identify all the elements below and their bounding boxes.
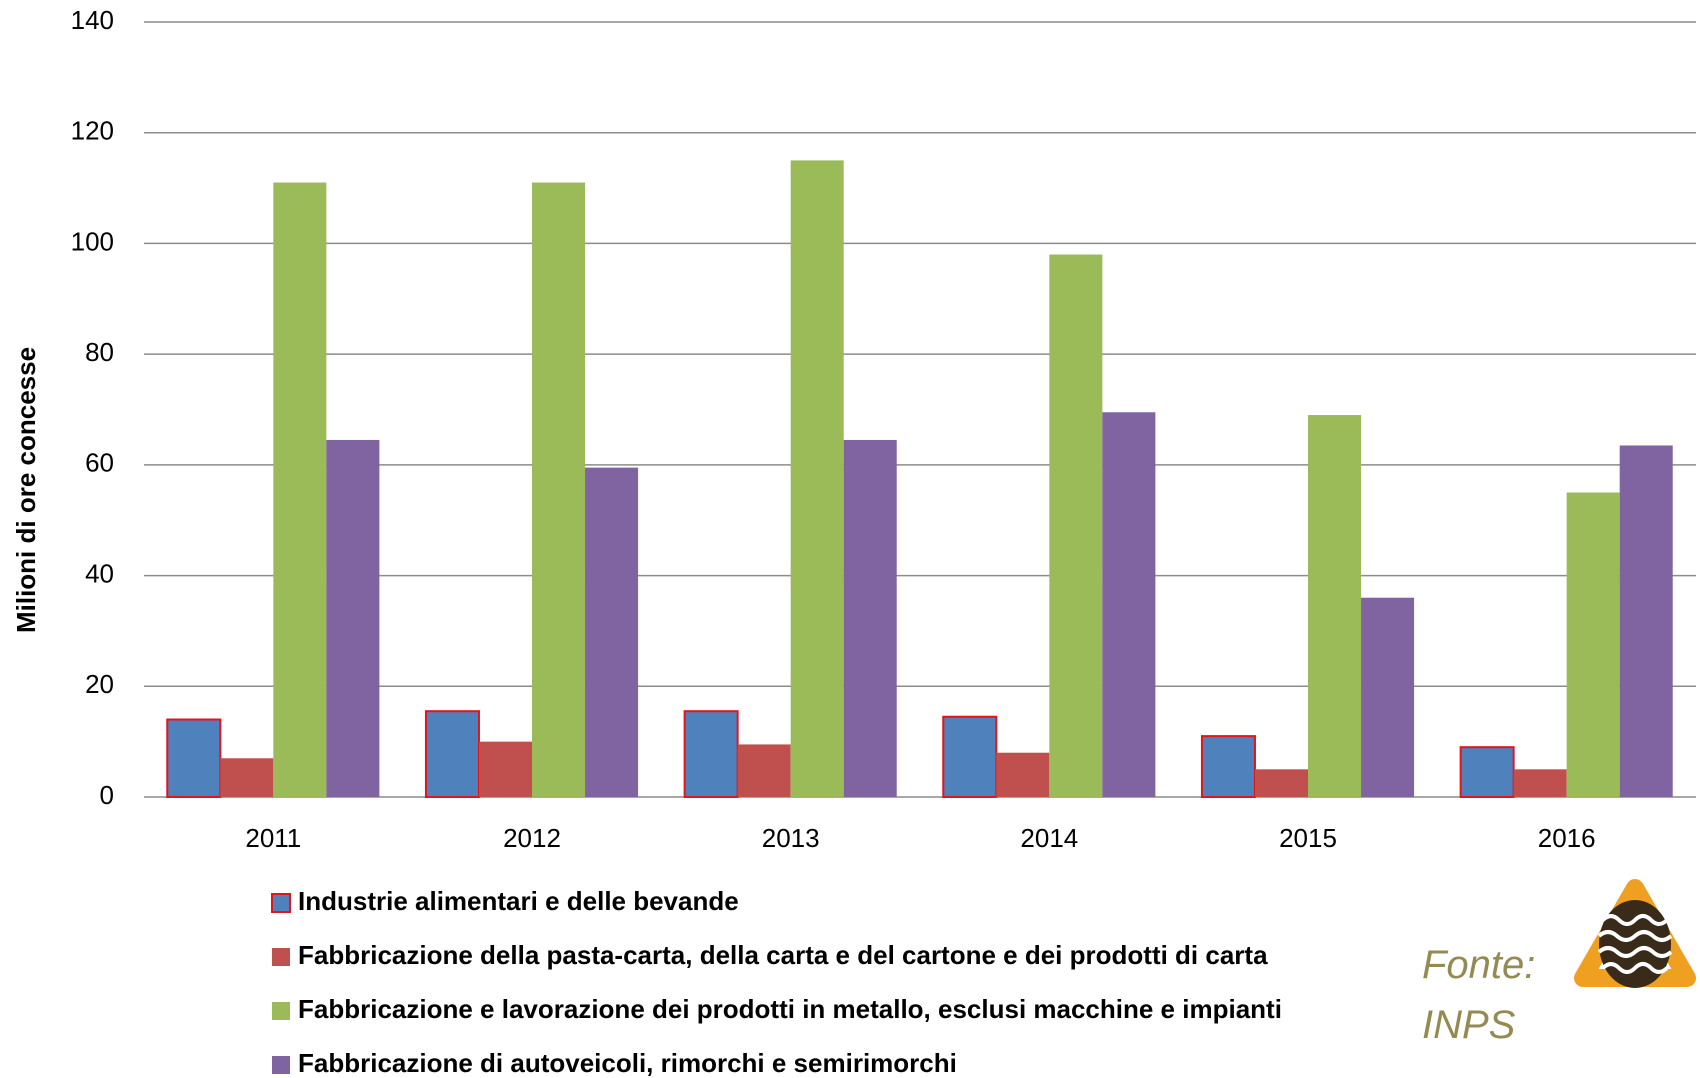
x-tick-label: 2011 (245, 823, 301, 853)
x-tick-label: 2012 (503, 823, 561, 853)
logo (1574, 879, 1696, 988)
bar (478, 741, 532, 797)
source-note: Fonte: INPS (1422, 943, 1536, 1047)
y-axis-label: Milioni di ore concesse (11, 347, 41, 633)
bar (1049, 254, 1103, 797)
bar (166, 718, 222, 798)
bar (1102, 412, 1156, 797)
x-tick-label: 2013 (762, 823, 820, 853)
bar (996, 752, 1050, 797)
bar (220, 758, 274, 797)
bar (424, 710, 480, 798)
bar (737, 744, 791, 797)
bar (1254, 769, 1308, 797)
x-tick-label: 2014 (1020, 823, 1078, 853)
legend-label: Industrie alimentari e delle bevande (298, 886, 739, 916)
x-tick-label: 2016 (1538, 823, 1596, 853)
bar (326, 439, 380, 797)
legend-swatch (272, 948, 290, 966)
bar (942, 715, 998, 798)
y-tick-label: 140 (71, 5, 114, 35)
bar (532, 182, 586, 798)
legend-swatch (272, 1002, 290, 1020)
y-tick-label: 80 (85, 337, 114, 367)
bar (1361, 597, 1415, 797)
bar (273, 182, 327, 798)
y-tick-label: 60 (85, 448, 114, 478)
legend-label: Fabbricazione e lavorazione dei prodotti… (298, 994, 1282, 1024)
bar (1308, 415, 1362, 797)
legend-swatch (272, 1056, 290, 1074)
bar (683, 710, 739, 798)
bar (1459, 746, 1515, 799)
y-tick-label: 100 (71, 226, 114, 256)
bar (585, 467, 639, 797)
bar (790, 160, 844, 798)
bar (1200, 735, 1256, 798)
y-tick-label: 0 (100, 780, 114, 810)
legend-label: Fabbricazione della pasta-carta, della c… (298, 940, 1268, 970)
y-tick-label: 40 (85, 558, 114, 588)
x-tick-label: 2015 (1279, 823, 1337, 853)
bar (1566, 492, 1620, 797)
y-tick-label: 120 (71, 116, 114, 146)
y-tick-label: 20 (85, 669, 114, 699)
bar (843, 439, 897, 797)
legend-label: Fabbricazione di autoveicoli, rimorchi e… (298, 1048, 957, 1078)
bar (1619, 445, 1673, 797)
legend-swatch (271, 893, 291, 913)
bar (1513, 769, 1567, 797)
